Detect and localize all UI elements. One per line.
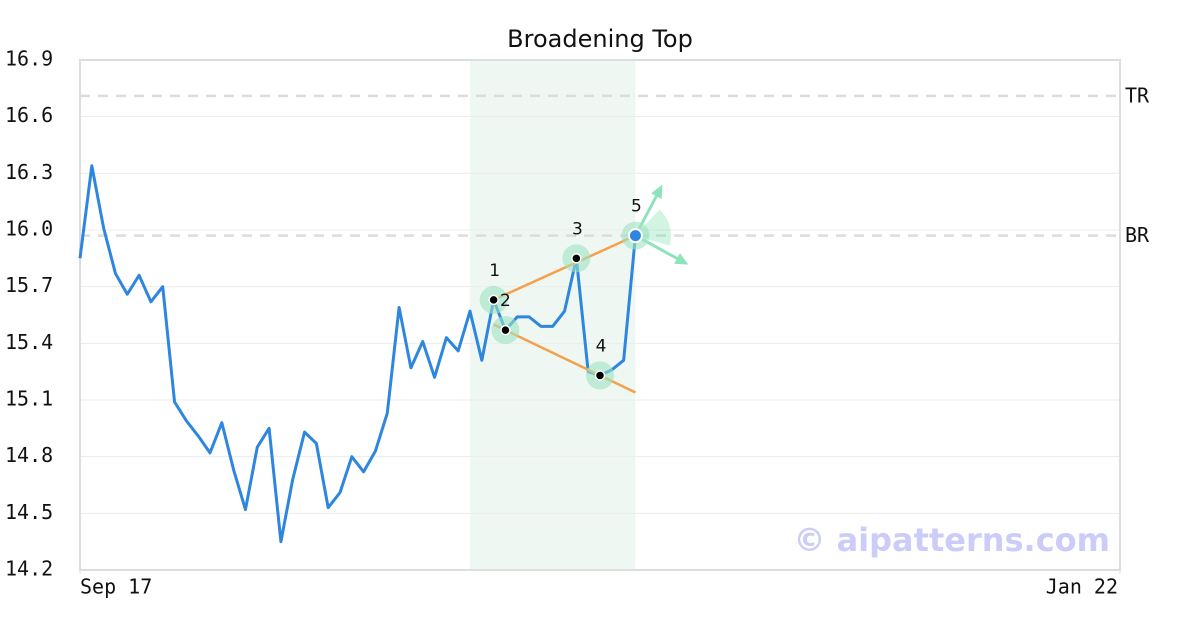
x-tick-label: Sep 17	[80, 575, 152, 599]
point-label: 4	[596, 336, 607, 356]
y-tick-label: 16.0	[5, 217, 53, 241]
level-label: TR	[1125, 83, 1150, 107]
point-label: 5	[631, 197, 642, 217]
arrow-head	[651, 184, 663, 199]
pattern-point	[571, 253, 582, 264]
pattern-point	[627, 228, 643, 244]
pattern-point	[594, 370, 606, 381]
y-tick-label: 15.7	[5, 273, 53, 297]
y-tick-label: 14.2	[5, 557, 53, 581]
y-tick-label: 14.8	[5, 443, 53, 467]
price-line	[78, 164, 637, 544]
pattern-point	[500, 324, 511, 336]
point-label: 2	[500, 291, 511, 311]
pattern-point	[488, 294, 499, 306]
y-tick-label: 15.4	[5, 330, 53, 354]
trend-line	[493, 234, 636, 302]
arrow-head	[674, 253, 689, 265]
watermark: © aipatterns.com	[793, 521, 1110, 559]
chart-title: Broadening Top	[507, 25, 693, 53]
y-tick-label: 15.1	[5, 387, 53, 411]
x-tick-label: Jan 22	[1046, 575, 1118, 599]
level-label: BR	[1125, 223, 1150, 247]
pattern-region	[470, 60, 636, 570]
y-tick-label: 14.5	[5, 500, 53, 524]
y-tick-label: 16.6	[5, 103, 53, 127]
plot-border	[79, 59, 1121, 571]
y-tick-label: 16.9	[5, 47, 53, 71]
y-tick-label: 16.3	[5, 160, 53, 184]
point-label: 1	[489, 261, 500, 281]
point-label: 3	[572, 219, 583, 239]
